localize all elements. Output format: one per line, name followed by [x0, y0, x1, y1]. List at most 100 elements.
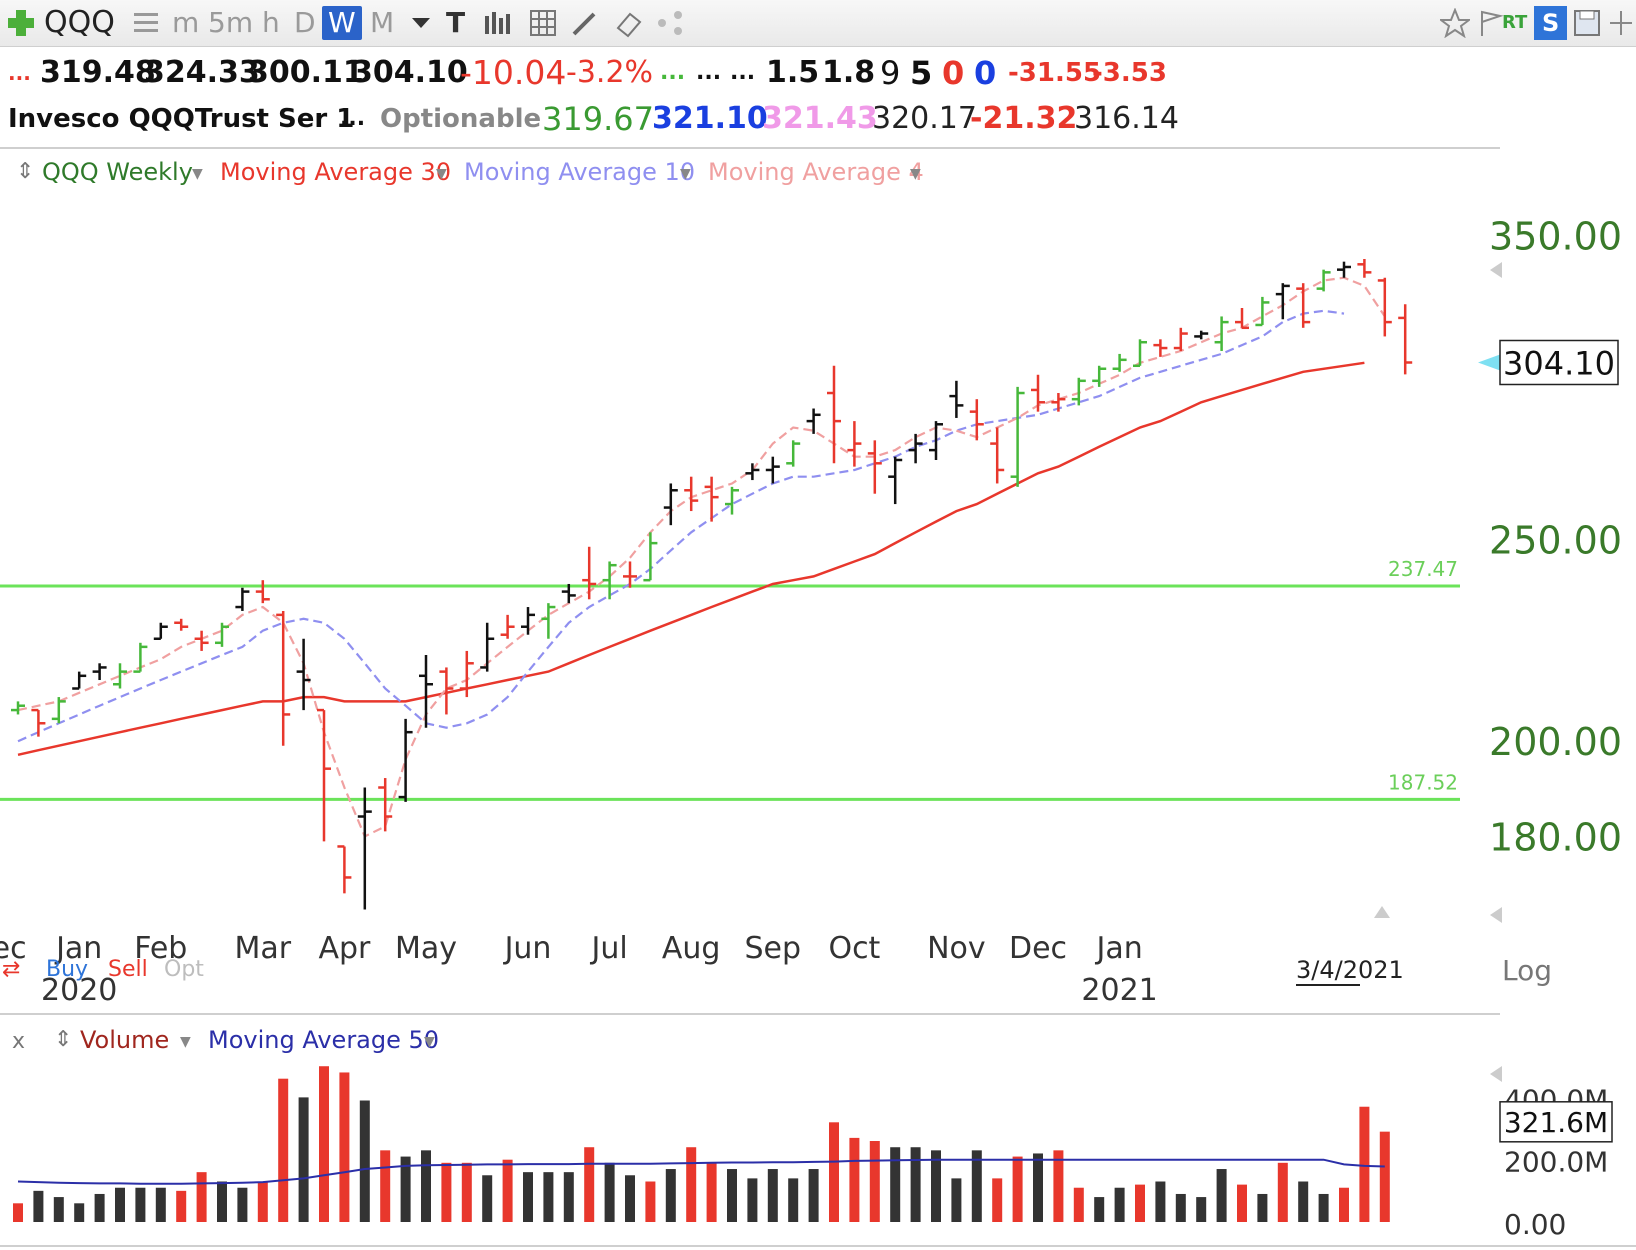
volume-bar — [727, 1169, 737, 1222]
ma4-line — [17, 276, 1386, 838]
ohlc-bar — [847, 421, 862, 467]
ohlc-bar — [72, 671, 87, 690]
volume-close-button[interactable]: x — [12, 1029, 25, 1054]
rt-button[interactable]: RT — [1502, 12, 1528, 33]
info-v6: 316.14 — [1074, 101, 1179, 136]
period-5m[interactable]: 5m — [208, 6, 254, 39]
pencil-icon[interactable] — [570, 8, 600, 38]
buy-button[interactable]: Buy — [46, 957, 88, 982]
volume-ma-chevron-icon[interactable]: ▼ — [424, 1034, 435, 1050]
volume-bar — [584, 1147, 595, 1222]
x-tick-label: Feb — [134, 931, 187, 966]
ohlc-bar — [949, 380, 964, 418]
symbol-field[interactable]: QQQ — [44, 5, 115, 40]
volume-chevron-icon[interactable]: ▼ — [180, 1034, 191, 1050]
volume-bar — [523, 1172, 533, 1222]
legend-series-label[interactable]: QQQ Weekly — [42, 158, 193, 186]
volume-bar — [421, 1150, 431, 1222]
ohlc-bar — [827, 365, 841, 464]
volume-bar — [1114, 1187, 1125, 1222]
period-m-monthly[interactable]: M — [370, 6, 395, 39]
support-line-label-1: 187.52 — [1388, 770, 1458, 794]
ohlc-bar — [704, 476, 719, 522]
volume-bar — [1298, 1181, 1309, 1222]
s-button[interactable]: S — [1534, 6, 1568, 40]
plus-icon[interactable] — [6, 8, 36, 38]
volume-bar — [604, 1162, 615, 1222]
x-year-label: 2021 — [1081, 973, 1157, 1008]
bar-chart-icon[interactable] — [482, 8, 512, 38]
ohlc-bar — [255, 580, 270, 604]
price-y-axis: 350.00 250.00 200.00 180.00 304.10 — [1374, 214, 1622, 923]
volume-bar — [543, 1172, 554, 1222]
ohlc-bar — [31, 708, 46, 737]
period-m[interactable]: m — [172, 6, 200, 39]
chevron-down-icon[interactable] — [406, 8, 436, 38]
ohlc-bar — [419, 655, 433, 728]
ohlc-bar — [1112, 353, 1127, 372]
ohlc-bar — [337, 845, 352, 894]
period-h[interactable]: h — [262, 6, 280, 39]
price-tick-label: 200.00 — [1489, 720, 1622, 764]
eraser-icon[interactable] — [614, 8, 644, 38]
star-icon[interactable] — [1438, 7, 1472, 39]
drag-handle-icon[interactable]: ⇕ — [16, 159, 34, 184]
volume-bar — [1379, 1131, 1390, 1222]
ohlc-bar — [153, 622, 168, 641]
ohlc-bar — [1133, 339, 1147, 368]
share-icon[interactable] — [656, 8, 686, 38]
quote-open: 319.48 — [40, 55, 156, 90]
date-marker: 3/4/2021 — [1296, 956, 1404, 984]
legend-ma4-label[interactable]: Moving Average 4 — [708, 158, 924, 186]
flag-icon[interactable] — [1476, 8, 1506, 38]
x-tick-label: May — [395, 931, 457, 966]
price-x-axis: Dec Jan Feb Mar Apr May Jun Jul Aug Sep Oct Nov Dec J… — [0, 931, 1158, 1008]
grid-icon[interactable] — [528, 8, 558, 38]
legend-ma10-label[interactable]: Moving Average 10 — [464, 158, 695, 186]
ohlc-bar — [1398, 304, 1413, 375]
quote-v2: 1.8 — [822, 55, 876, 90]
sell-button[interactable]: Sell — [108, 957, 148, 982]
volume-bar — [115, 1187, 125, 1222]
text-button[interactable]: T — [446, 6, 466, 39]
volume-drag-handle-icon[interactable]: ⇕ — [54, 1027, 72, 1052]
ohlc-bar — [521, 607, 535, 635]
volume-bar — [278, 1078, 289, 1222]
list-icon[interactable] — [132, 8, 162, 38]
support-line-label-0: 237.47 — [1388, 557, 1458, 581]
legend-series-chevron-icon[interactable]: ▼ — [192, 166, 203, 182]
ohlc-bar — [174, 618, 189, 631]
volume-bar — [869, 1141, 880, 1222]
volume-bar — [298, 1097, 309, 1222]
save-icon[interactable] — [1572, 8, 1602, 38]
legend-ma30-chevron-icon[interactable]: ▼ — [436, 166, 447, 182]
buy-sell-arrows-icon[interactable]: ⇄ — [2, 957, 20, 982]
period-d[interactable]: D — [294, 6, 316, 39]
volume-bar — [767, 1169, 778, 1222]
opt-button[interactable]: Opt — [164, 957, 204, 982]
volume-bar — [339, 1072, 350, 1222]
quote-close: 304.10 — [352, 55, 468, 90]
ohlc-bar — [1092, 365, 1107, 387]
legend-ma10-chevron-icon[interactable]: ▼ — [680, 166, 691, 182]
volume-ma-label[interactable]: Moving Average 50 — [208, 1026, 439, 1054]
ohlc-bar — [113, 663, 127, 689]
volume-bar — [563, 1172, 574, 1222]
volume-bar — [1033, 1153, 1043, 1222]
x-tick-label: Sep — [745, 931, 802, 966]
volume-bar — [1237, 1184, 1247, 1222]
ohlc-bar — [459, 650, 474, 698]
period-w[interactable]: W — [322, 6, 362, 40]
volume-label[interactable]: Volume — [80, 1026, 169, 1054]
info-v4: 320.17 — [872, 101, 977, 136]
ohlc-bar — [398, 718, 413, 802]
log-toggle[interactable]: Log — [1502, 954, 1552, 987]
move-icon[interactable] — [1608, 8, 1636, 38]
x-year-label: 2020 — [41, 973, 117, 1008]
scroll-left-icon — [1490, 262, 1502, 278]
x-tick-label: Oct — [828, 931, 880, 966]
quote-dots: ... — [8, 61, 31, 85]
legend-ma4-chevron-icon[interactable]: ▼ — [910, 166, 921, 182]
legend-ma30-label[interactable]: Moving Average 30 — [220, 158, 451, 186]
